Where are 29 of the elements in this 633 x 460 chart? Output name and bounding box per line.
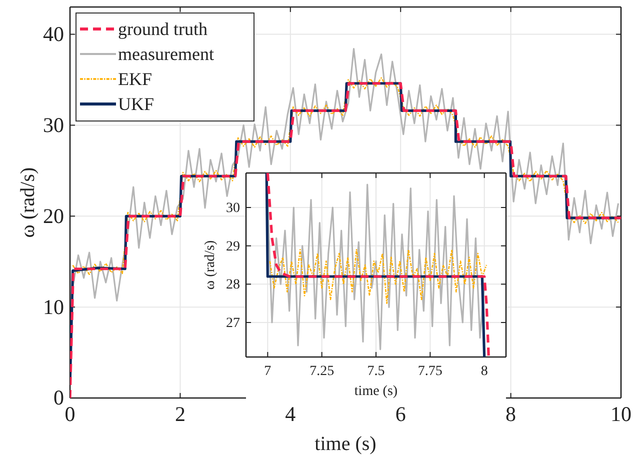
- y-tick-label: 27: [226, 316, 240, 331]
- x-tick-label: 6: [395, 402, 406, 426]
- x-axis-title: time (s): [314, 433, 376, 455]
- x-tick-label: 7.75: [418, 364, 442, 379]
- line-series: [269, 249, 488, 304]
- x-tick-label: 7.5: [367, 364, 385, 379]
- y-axis-title: ω (rad/s): [17, 167, 39, 238]
- legend-label: measurement: [118, 44, 214, 64]
- y-tick-label: 30: [43, 112, 64, 137]
- y-axis-title: ω (rad/s): [203, 240, 218, 290]
- y-tick-label: 40: [43, 22, 64, 46]
- x-tick-label: 7: [264, 364, 272, 379]
- x-tick-label: 8: [480, 364, 488, 379]
- legend-label: EKF: [118, 69, 152, 89]
- x-tick-label: 2: [174, 402, 186, 426]
- y-tick-label: 28: [226, 278, 240, 293]
- x-axis-title: time (s): [354, 384, 398, 399]
- y-tick-label: 10: [43, 294, 64, 319]
- line-series: [72, 48, 620, 302]
- x-tick-label: 7.25: [310, 364, 334, 379]
- legend-label: ground truth: [118, 19, 208, 39]
- x-tick-label: 4: [285, 402, 296, 426]
- y-tick-label: 30: [226, 200, 240, 216]
- x-tick-label: 8: [506, 402, 516, 426]
- x-tick-label: 10: [610, 402, 632, 426]
- y-tick-label: 20: [43, 204, 64, 228]
- y-tick-label: 29: [226, 239, 240, 254]
- legend-label: UKF: [118, 94, 154, 114]
- y-tick-label: 0: [54, 386, 64, 410]
